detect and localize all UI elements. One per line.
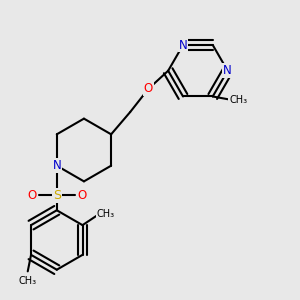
Text: CH₃: CH₃ <box>97 208 115 219</box>
Text: CH₃: CH₃ <box>229 95 247 105</box>
Text: N: N <box>178 38 188 52</box>
Text: S: S <box>53 189 61 202</box>
Text: O: O <box>27 189 37 202</box>
Text: N: N <box>52 159 61 172</box>
Text: O: O <box>77 189 86 202</box>
Text: O: O <box>144 82 153 95</box>
Text: CH₃: CH₃ <box>19 276 37 286</box>
Text: N: N <box>223 64 232 77</box>
